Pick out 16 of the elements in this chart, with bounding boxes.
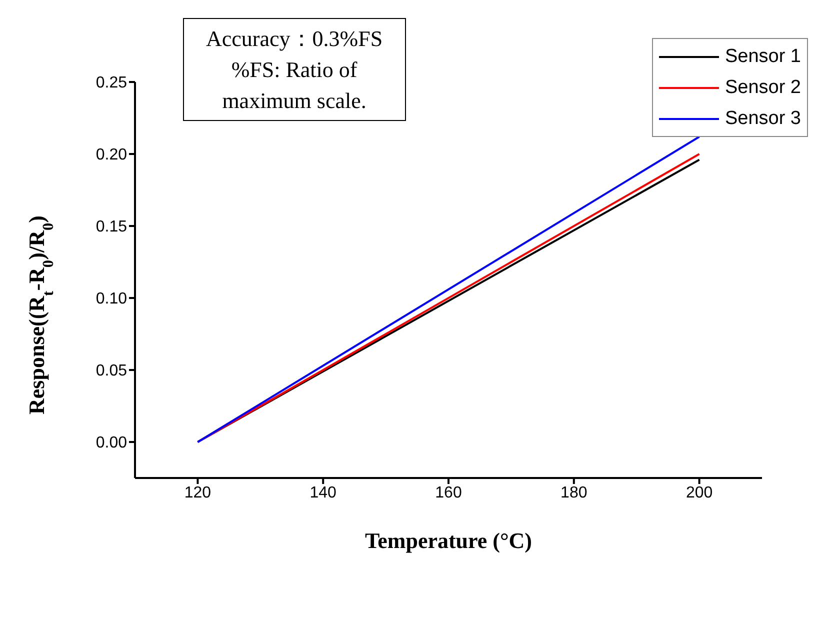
- x-tick-label: 180: [560, 484, 588, 502]
- x-tick-label: 140: [310, 484, 337, 502]
- x-axis-title: Temperature (°C): [364, 528, 532, 553]
- y-tick-label: 0.15: [96, 218, 128, 236]
- y-tick-label: 0.05: [96, 362, 128, 380]
- legend-label: Sensor 3: [724, 108, 801, 130]
- y-tick-label: 0.10: [96, 290, 128, 308]
- y-tick-label: 0.25: [96, 74, 128, 92]
- x-tick-label: 200: [686, 484, 713, 502]
- y-tick-label: 0.20: [96, 146, 128, 164]
- legend-label: Sensor 2: [724, 76, 801, 98]
- annotation: Accuracy：0.3%FS %FS: Ratio of maximum scale.: [183, 18, 406, 121]
- legend-label: Sensor 1: [724, 46, 801, 68]
- x-tick-label: 120: [184, 484, 212, 502]
- x-tick-label: 160: [435, 484, 462, 502]
- y-tick-label: 0.00: [96, 434, 128, 452]
